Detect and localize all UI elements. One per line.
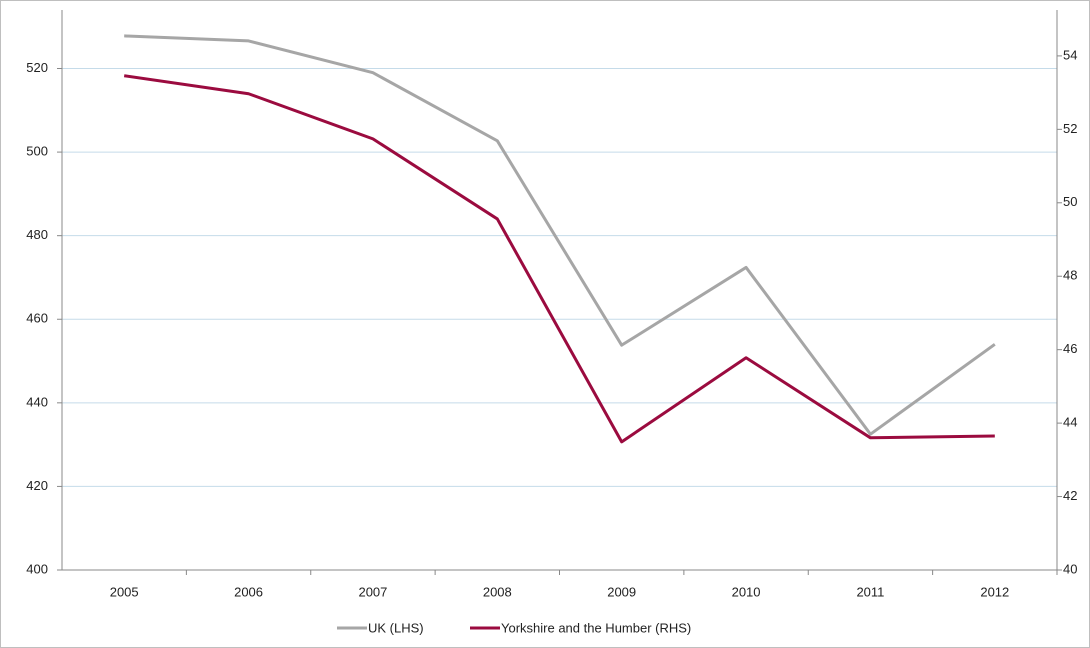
y-tick-label: 440 (26, 394, 48, 409)
x-tick-label: 2011 (856, 584, 884, 599)
y2-tick-label: 42 (1063, 488, 1077, 503)
x-tick-label: 2012 (980, 584, 1009, 599)
x-tick-label: 2008 (483, 584, 512, 599)
x-tick-label: 2010 (732, 584, 761, 599)
y2-tick-label: 50 (1063, 194, 1077, 209)
legend-label: Yorkshire and the Humber (RHS) (501, 620, 691, 635)
x-tick-label: 2009 (607, 584, 636, 599)
x-tick-label: 2006 (234, 584, 263, 599)
y2-tick-label: 46 (1063, 341, 1077, 356)
x-tick-label: 2007 (358, 584, 387, 599)
y-tick-label: 520 (26, 60, 48, 75)
y2-tick-label: 52 (1063, 121, 1077, 136)
x-tick-label: 2005 (110, 584, 139, 599)
series-line (124, 34, 996, 436)
y-tick-label: 400 (26, 561, 48, 576)
y2-tick-label: 54 (1063, 47, 1077, 62)
y-tick-label: 420 (26, 478, 48, 493)
y-tick-label: 460 (26, 311, 48, 326)
y2-tick-label: 48 (1063, 268, 1077, 283)
y2-tick-label: 40 (1063, 561, 1077, 576)
y-tick-label: 480 (26, 227, 48, 242)
legend-label: UK (LHS) (368, 620, 424, 635)
y2-tick-label: 44 (1063, 415, 1077, 430)
y-tick-label: 500 (26, 144, 48, 159)
series-line (123, 74, 995, 444)
